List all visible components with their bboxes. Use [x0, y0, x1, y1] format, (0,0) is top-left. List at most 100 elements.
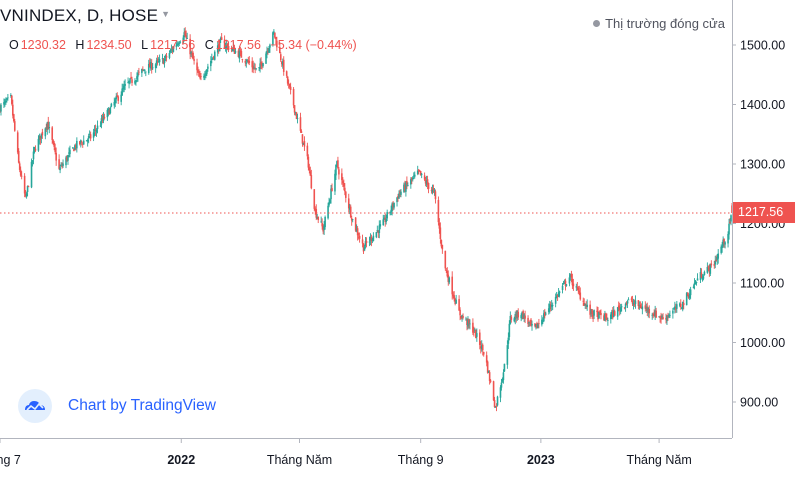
candle: [397, 193, 399, 202]
symbol-header[interactable]: VNINDEX, D, HOSE ▼: [0, 6, 170, 26]
candle: [37, 135, 40, 152]
candle: [646, 302, 649, 316]
candle: [396, 196, 398, 207]
candle: [164, 54, 167, 62]
candle: [178, 41, 181, 46]
candle: [578, 285, 581, 296]
candle: [508, 320, 511, 341]
candle: [345, 190, 347, 203]
candle: [378, 220, 381, 239]
candle: [335, 164, 337, 181]
candle: [606, 313, 608, 321]
candle: [145, 71, 147, 77]
candle: [632, 298, 635, 310]
candle: [694, 279, 697, 285]
candle: [651, 312, 653, 320]
candle: [356, 226, 359, 241]
candle: [611, 307, 614, 320]
candle: [183, 28, 186, 42]
close-value: 1217.56: [215, 38, 261, 52]
candle: [529, 319, 531, 327]
tradingview-branding[interactable]: Chart by TradingView: [18, 389, 216, 423]
candle: [438, 218, 441, 234]
candle: [468, 318, 470, 329]
candle: [682, 299, 685, 310]
candle: [603, 313, 605, 321]
open-value: 1230.32: [20, 38, 66, 52]
candle: [361, 234, 364, 248]
candle: [674, 301, 676, 314]
candle: [624, 302, 627, 312]
candle: [265, 51, 267, 64]
candle: [458, 295, 460, 311]
candle: [191, 48, 193, 59]
candle: [444, 250, 447, 271]
candle: [549, 301, 552, 312]
candle: [240, 48, 243, 58]
candle: [216, 42, 219, 57]
symbol-dropdown-icon[interactable]: ▼: [161, 9, 171, 19]
candle: [212, 57, 214, 60]
candle: [668, 313, 670, 319]
candle: [41, 128, 44, 139]
candle: [688, 288, 691, 301]
candle: [551, 302, 554, 311]
candle: [637, 300, 640, 310]
candle: [666, 314, 668, 325]
candle: [520, 313, 522, 322]
candle: [115, 93, 118, 104]
candle: [151, 62, 154, 70]
candle: [474, 327, 476, 333]
candle: [203, 73, 205, 81]
candle: [561, 283, 564, 294]
candle: [431, 184, 434, 195]
candle: [536, 321, 538, 329]
candle: [722, 236, 724, 248]
symbol-title[interactable]: VNINDEX, D, HOSE: [0, 6, 159, 25]
candle: [393, 202, 395, 210]
candle: [225, 39, 228, 54]
candle: [500, 378, 503, 391]
candle: [292, 87, 295, 109]
candle: [117, 95, 120, 104]
candle: [74, 144, 76, 151]
tradingview-link[interactable]: Chart by TradingView: [68, 397, 216, 414]
candle: [439, 222, 442, 244]
candle: [72, 147, 74, 150]
candle: [255, 68, 257, 71]
candle: [678, 302, 681, 308]
candle: [459, 307, 461, 321]
market-status-label: Thị trường đóng cửa: [605, 16, 725, 31]
candle: [73, 148, 75, 152]
candle: [658, 316, 660, 318]
candle: [523, 313, 525, 322]
candle: [241, 58, 244, 63]
candle: [218, 39, 221, 52]
candle: [612, 305, 615, 318]
candle: [82, 135, 85, 145]
candle: [88, 130, 91, 139]
candle: [679, 299, 682, 310]
candle: [210, 56, 212, 72]
candle: [123, 80, 125, 93]
open-key: O: [9, 38, 19, 52]
candle: [568, 273, 571, 287]
candle: [403, 182, 405, 194]
high-key: H: [75, 38, 85, 52]
candle: [494, 405, 497, 408]
candle: [554, 293, 557, 308]
candle: [27, 185, 30, 188]
candle: [462, 313, 464, 320]
candle: [447, 270, 450, 286]
candle: [455, 294, 457, 304]
candle: [365, 237, 368, 248]
candle: [211, 53, 213, 64]
candle: [510, 314, 513, 323]
candle: [433, 187, 436, 196]
candle: [590, 308, 592, 317]
candle: [143, 69, 145, 72]
candle: [547, 303, 550, 315]
candle: [184, 27, 187, 37]
